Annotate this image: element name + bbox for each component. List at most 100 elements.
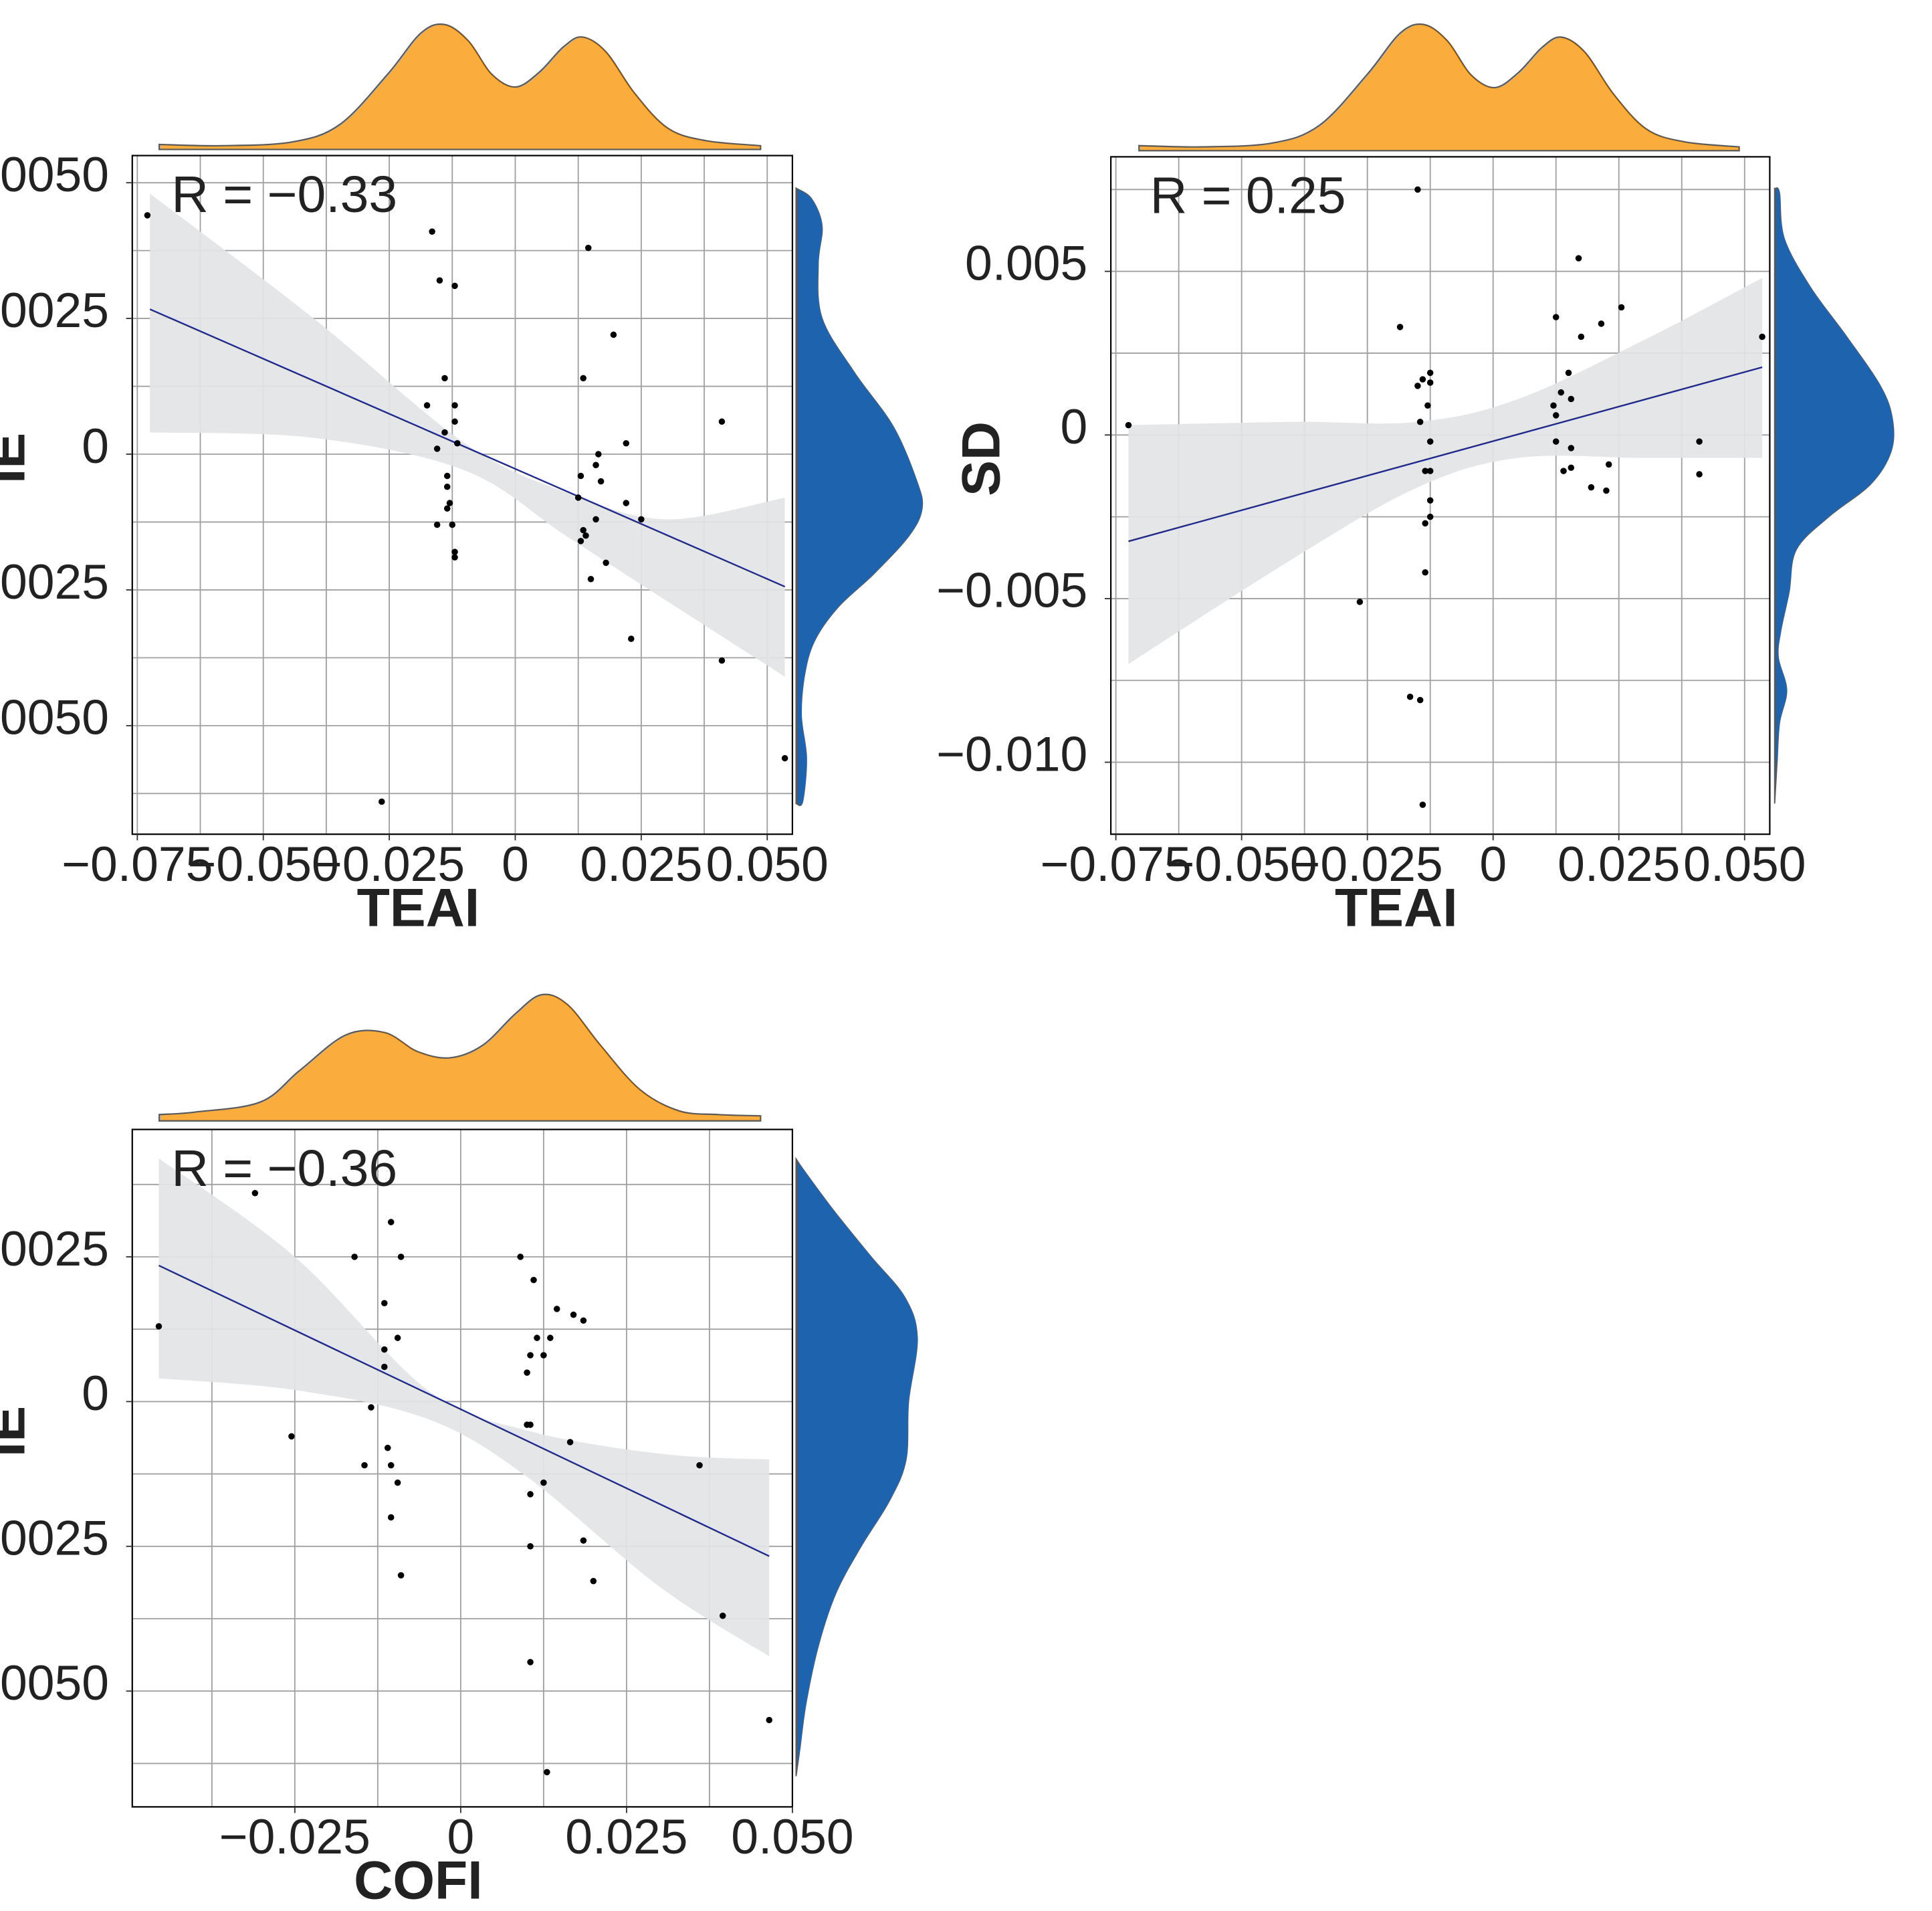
x-tick-label: 0.050 xyxy=(1683,837,1806,892)
data-point xyxy=(451,548,458,555)
data-point xyxy=(1565,369,1572,377)
plot-border xyxy=(131,155,794,835)
x-density-curve xyxy=(158,23,762,150)
data-point xyxy=(1759,333,1765,340)
x-tick-label: −0.050 xyxy=(1166,837,1317,892)
data-point xyxy=(351,1253,358,1260)
y-tick-label: −0.005 xyxy=(936,563,1087,618)
data-point xyxy=(394,1334,401,1341)
data-point xyxy=(1598,320,1605,327)
y-tick-label: 0 xyxy=(82,419,109,474)
data-point xyxy=(580,375,586,382)
data-point xyxy=(595,451,602,458)
x-tick-label: 0.050 xyxy=(731,1809,853,1864)
correlation-label: R = −0.33 xyxy=(171,166,397,223)
data-point xyxy=(540,1479,547,1486)
data-point xyxy=(441,429,448,436)
data-point xyxy=(423,402,431,409)
data-point xyxy=(1356,599,1364,605)
data-point xyxy=(1588,484,1595,491)
data-point xyxy=(1414,383,1421,389)
data-point xyxy=(397,1253,405,1260)
data-point xyxy=(1568,445,1575,451)
data-point xyxy=(397,1572,405,1579)
data-point xyxy=(1552,412,1560,419)
data-point xyxy=(623,440,630,447)
y-axis-label: IE xyxy=(0,1406,37,1457)
data-point xyxy=(781,755,788,762)
y-tick-label: −0.0050 xyxy=(0,690,109,745)
x-tick-label: 0.025 xyxy=(1558,837,1680,892)
data-point xyxy=(1424,402,1431,409)
data-point xyxy=(1696,438,1703,445)
y-tick-label: −0.0025 xyxy=(0,1511,109,1566)
data-point xyxy=(429,228,435,235)
data-point xyxy=(580,1317,587,1324)
y-tick-label: 0 xyxy=(82,1366,109,1421)
data-point xyxy=(603,559,609,567)
data-point xyxy=(1558,389,1565,396)
data-point xyxy=(1125,421,1132,429)
data-point xyxy=(1696,471,1703,478)
data-point xyxy=(696,1462,703,1469)
data-point xyxy=(1560,468,1567,474)
data-point xyxy=(574,494,582,501)
data-point xyxy=(547,1334,554,1341)
data-point xyxy=(288,1433,295,1440)
y-tick-label: 0.0025 xyxy=(0,283,109,338)
confidence-band xyxy=(1128,278,1763,664)
y-tick-label: 0.0025 xyxy=(0,1221,109,1276)
data-point xyxy=(451,402,458,409)
x-tick-label: 0 xyxy=(1479,837,1507,892)
data-point xyxy=(1578,333,1585,340)
data-point xyxy=(446,500,453,506)
data-point xyxy=(718,657,726,664)
data-point xyxy=(155,1323,163,1330)
data-point xyxy=(1426,379,1434,386)
y-axis-label: IE xyxy=(0,433,37,484)
data-point xyxy=(368,1404,374,1411)
data-point xyxy=(454,440,461,447)
data-point xyxy=(1605,461,1612,468)
regression-line xyxy=(158,1264,770,1557)
x-tick-label: −0.075 xyxy=(1041,837,1192,892)
data-point xyxy=(1426,497,1434,504)
data-point xyxy=(1575,255,1582,262)
data-point xyxy=(638,516,645,523)
y-density-curve xyxy=(795,187,924,807)
data-point xyxy=(718,418,726,425)
data-point xyxy=(623,500,630,506)
data-point xyxy=(517,1253,524,1260)
x-tick-label: 0 xyxy=(502,837,529,892)
data-point xyxy=(1416,418,1424,425)
data-point xyxy=(1618,304,1625,311)
data-point xyxy=(1396,324,1404,330)
y-density-curve xyxy=(1774,187,1895,804)
plot-border xyxy=(131,1128,794,1808)
data-point xyxy=(381,1346,388,1353)
data-point xyxy=(1426,438,1434,445)
x-density-curve xyxy=(1138,23,1740,152)
data-point xyxy=(443,483,451,490)
data-point xyxy=(719,1612,726,1619)
data-point xyxy=(1426,369,1434,377)
data-point xyxy=(1406,693,1414,700)
data-point xyxy=(597,478,605,485)
x-tick-label: 0.025 xyxy=(580,837,702,892)
y-tick-label: −0.0050 xyxy=(0,1655,109,1710)
data-point xyxy=(441,375,448,382)
y-density-curve xyxy=(795,1156,918,1777)
data-point xyxy=(766,1716,772,1724)
data-point xyxy=(1426,468,1434,474)
data-point xyxy=(451,418,458,425)
x-axis-label: COFI xyxy=(354,1851,482,1911)
y-tick-label: 0 xyxy=(1061,399,1088,454)
data-point xyxy=(527,1543,534,1550)
x-tick-label: −0.025 xyxy=(219,1809,370,1864)
data-point xyxy=(534,1334,540,1341)
x-tick-label: −0.075 xyxy=(62,837,213,892)
panel-sd-vs-teai: −0.075−0.050−0.025 0 0.025 0.050 0.005 0 −0.00… xyxy=(936,23,1895,938)
plot-border xyxy=(1109,156,1771,835)
